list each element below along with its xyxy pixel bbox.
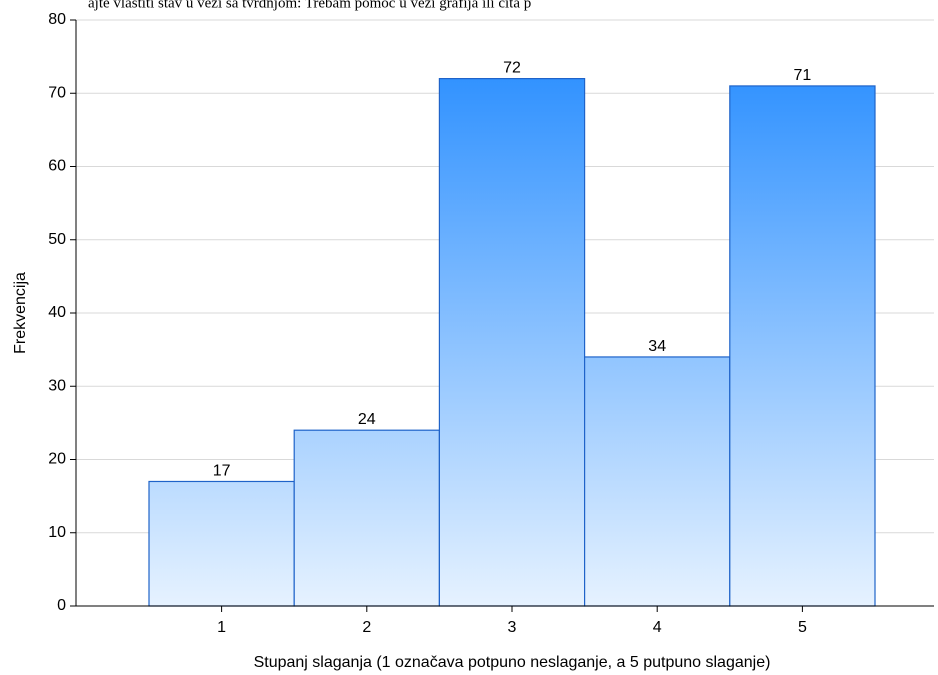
y-tick-label-10: 10	[48, 524, 66, 541]
x-tick-label-1: 1	[217, 619, 226, 636]
data-label-5: 71	[794, 67, 812, 84]
y-tick-label-80: 80	[48, 11, 66, 28]
y-axis-label: Frekvencija	[12, 272, 29, 354]
bar-5	[729, 85, 876, 607]
x-tick-label-5: 5	[798, 619, 807, 636]
bar-3	[438, 77, 586, 607]
bar-4	[583, 356, 731, 607]
x-tick-label-3: 3	[508, 619, 517, 636]
data-label-4: 34	[648, 338, 666, 355]
x-tick-label-2: 2	[362, 619, 371, 636]
y-tick-label-50: 50	[48, 231, 66, 248]
bar-2	[293, 429, 441, 607]
y-tick-label-0: 0	[57, 597, 66, 614]
y-tick-label-60: 60	[48, 158, 66, 175]
bars-group	[148, 77, 876, 607]
y-axis-ticks: 0 10 20 30 40 50 60 70 80	[48, 11, 76, 614]
data-label-2: 24	[358, 411, 376, 428]
data-labels-group: 17 24 72 34 71	[213, 60, 812, 480]
data-label-1: 17	[213, 462, 231, 479]
y-tick-label-30: 30	[48, 377, 66, 394]
y-tick-label-40: 40	[48, 304, 66, 321]
x-axis-label: Stupanj slaganja (1 označava potpuno nes…	[254, 654, 771, 671]
y-tick-label-70: 70	[48, 84, 66, 101]
bar-1	[148, 480, 295, 607]
x-tick-label-4: 4	[653, 619, 662, 636]
y-tick-label-20: 20	[48, 451, 66, 468]
x-axis-ticks: 1 2 3 4 5	[217, 606, 807, 636]
chart-title: ajte vlastiti stav u vezi sa tvrdnjom: T…	[88, 0, 531, 11]
data-label-3: 72	[503, 60, 521, 77]
